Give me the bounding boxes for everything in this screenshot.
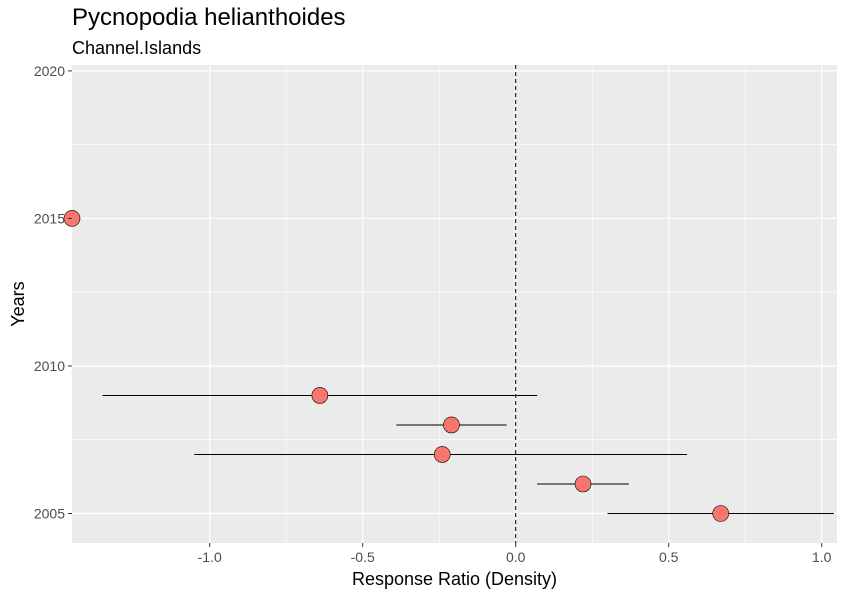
x-tick-label: 1.0 [812, 549, 832, 565]
data-point [443, 416, 460, 434]
x-tick-label: 0.0 [506, 549, 526, 565]
minor-gridlines [72, 65, 837, 543]
y-tick-label: 2010 [34, 358, 65, 374]
x-tick-label: -1.0 [198, 549, 222, 565]
x-axis-title: Response Ratio (Density) [352, 569, 557, 589]
y-axis-ticks: 2005 2010 2015 2020 [34, 63, 72, 521]
data-point [712, 505, 730, 522]
y-tick-label: 2015 [34, 210, 65, 226]
chart-subtitle: Channel.Islands [72, 38, 202, 58]
data-point [311, 387, 329, 404]
x-tick-label: -0.5 [351, 549, 375, 565]
data-point [433, 446, 451, 463]
y-tick-label: 2005 [34, 505, 65, 521]
y-tick-label: 2020 [34, 63, 65, 79]
data-point [574, 475, 592, 493]
y-axis-title: Years [8, 281, 28, 326]
x-tick-label: 0.5 [659, 549, 679, 565]
data-points [63, 210, 730, 522]
plot-panel [72, 65, 837, 543]
x-axis-ticks: -1.0 -0.5 0.0 0.5 1.0 [198, 543, 832, 565]
chart-title: Pycnopodia helianthoides [72, 4, 346, 31]
